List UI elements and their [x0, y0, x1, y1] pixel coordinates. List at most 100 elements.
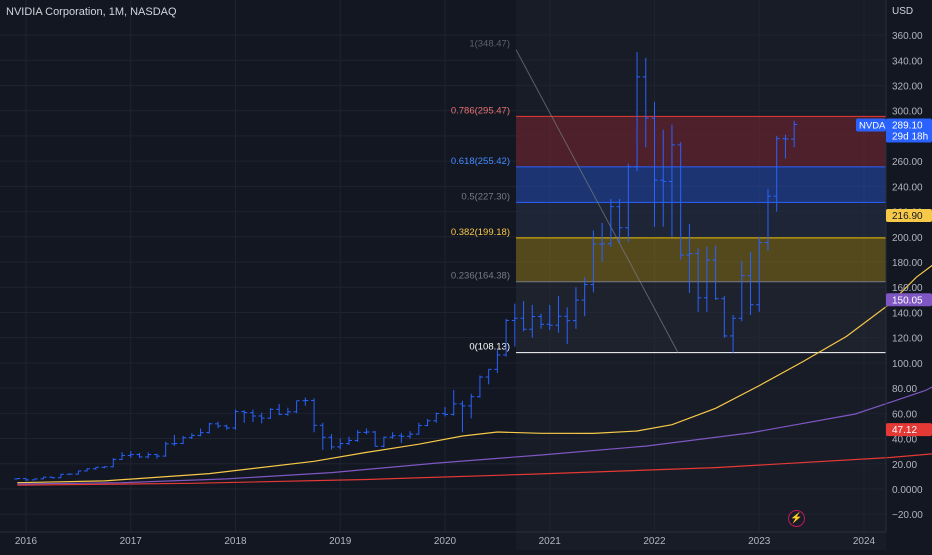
ohlc-bar: [57, 473, 64, 479]
time-axis-tick-label: 2017: [120, 536, 143, 547]
ohlc-bar: [668, 124, 675, 237]
ohlc-bar: [84, 468, 91, 472]
price-axis-tick-label: 260.00: [892, 157, 923, 168]
ohlc-bar: [459, 400, 466, 433]
ohlc-bar: [607, 198, 614, 247]
price-axis-tick-label: 340.00: [892, 56, 923, 67]
ohlc-bar: [415, 422, 422, 435]
ohlc-bar: [40, 476, 47, 480]
time-axis-tick-label: 2024: [853, 536, 876, 547]
ohlc-bar: [328, 434, 335, 450]
ma-fast-line: [17, 264, 932, 484]
ohlc-bar: [442, 407, 448, 417]
ohlc-bar: [450, 390, 457, 416]
ohlc-bar: [424, 418, 431, 427]
ohlc-bar: [92, 466, 99, 470]
ohlc-bar: [703, 246, 710, 312]
fib-level-label: 0.5(227.30): [461, 191, 510, 202]
ohlc-bar: [311, 398, 318, 433]
price-axis-tick-label: 80.00: [892, 384, 917, 395]
price-axis-tick-label: 180.00: [892, 258, 923, 269]
ma-mid-price-tag: 150.05: [892, 295, 923, 306]
price-axis-tick-label: 300.00: [892, 107, 923, 118]
ohlc-bar: [686, 224, 693, 293]
ohlc-bar: [581, 277, 588, 317]
ohlc-bar: [119, 452, 126, 460]
ohlc-bar: [241, 410, 248, 423]
ohlc-bar: [642, 57, 649, 148]
ohlc-bar: [136, 452, 143, 458]
ma-mid-price-tag-bg: [886, 293, 932, 307]
ohlc-bar: [564, 307, 571, 344]
ma-slow-price-tag: 47.12: [892, 425, 917, 436]
countdown-tag: 29d 18h: [892, 131, 928, 142]
time-axis-tick-label: 2022: [643, 536, 666, 547]
ohlc-bar: [14, 478, 21, 480]
fib-level-label: 0.618(255.42): [451, 156, 510, 167]
ohlc-bar: [721, 296, 728, 338]
currency-label: USD: [892, 6, 913, 17]
ohlc-bar: [75, 470, 82, 475]
ohlc-bar: [206, 422, 213, 434]
price-axis-tick-label: 240.00: [892, 182, 923, 193]
price-bars: [14, 52, 798, 482]
price-axis-tick-label: 360.00: [892, 31, 923, 42]
time-axis-tick-label: 2016: [15, 536, 38, 547]
ohlc-bar: [712, 245, 719, 300]
ohlc-bar: [660, 129, 667, 227]
fib-level-label: 1(348.47): [469, 39, 510, 50]
ohlc-bar: [380, 436, 387, 448]
fib-level-label: 0.236(164.38): [451, 271, 510, 282]
ohlc-bar: [110, 458, 117, 468]
fib-zone: [516, 116, 886, 167]
ohlc-bar: [293, 400, 300, 414]
fib-zone: [516, 281, 886, 353]
ohlc-bar: [258, 412, 265, 424]
fibonacci-retracement[interactable]: 1(348.47) 0.786(295.47) 0.618(255.42) 0.5(2…: [451, 39, 886, 354]
ohlc-bar: [520, 301, 527, 332]
ma-fast-price-tag-bg: [886, 208, 932, 222]
ma-slow-line: [17, 453, 932, 486]
ohlc-bar: [354, 429, 361, 442]
ohlc-bar: [49, 476, 56, 479]
ohlc-bar: [407, 430, 414, 439]
price-axis-tick-label: 120.00: [892, 334, 923, 345]
fib-level-label: 0.382(199.18): [451, 227, 510, 238]
ohlc-bar: [677, 142, 684, 260]
ohlc-bar: [153, 453, 160, 459]
ohlc-bar: [634, 52, 641, 172]
ohlc-bar: [747, 251, 754, 315]
ohlc-bar: [616, 198, 623, 244]
ohlc-bar: [538, 313, 545, 329]
ohlc-bar: [494, 350, 501, 373]
ohlc-bar: [773, 135, 780, 212]
ohlc-bar: [101, 466, 108, 469]
ohlc-bar: [433, 412, 440, 423]
ohlc-bar: [127, 451, 134, 458]
ohlc-bar: [485, 368, 492, 385]
ohlc-bar: [215, 421, 222, 429]
ohlc-bar: [223, 424, 230, 430]
ohlc-bar: [651, 101, 658, 227]
ticker-tag-bg: [856, 118, 886, 132]
fib-zone: [516, 166, 886, 203]
ticker-tag: NVDA: [859, 120, 886, 131]
ohlc-bar: [372, 430, 379, 447]
ohlc-bar: [625, 163, 632, 242]
ohlc-bar: [171, 434, 178, 446]
ohlc-bar: [529, 304, 536, 338]
ohlc-bar: [546, 304, 553, 331]
moving-averages: [17, 264, 932, 486]
ohlc-bar: [791, 120, 798, 148]
ohlc-bar: [162, 441, 169, 457]
lightning-icon[interactable]: ⚡: [788, 510, 805, 527]
ohlc-bar: [730, 314, 737, 353]
price-axis-tick-label: 60.00: [892, 409, 917, 420]
fib-trend-line: [515, 49, 679, 353]
ohlc-bar: [267, 408, 274, 419]
time-axis-tick-label: 2019: [329, 536, 352, 547]
